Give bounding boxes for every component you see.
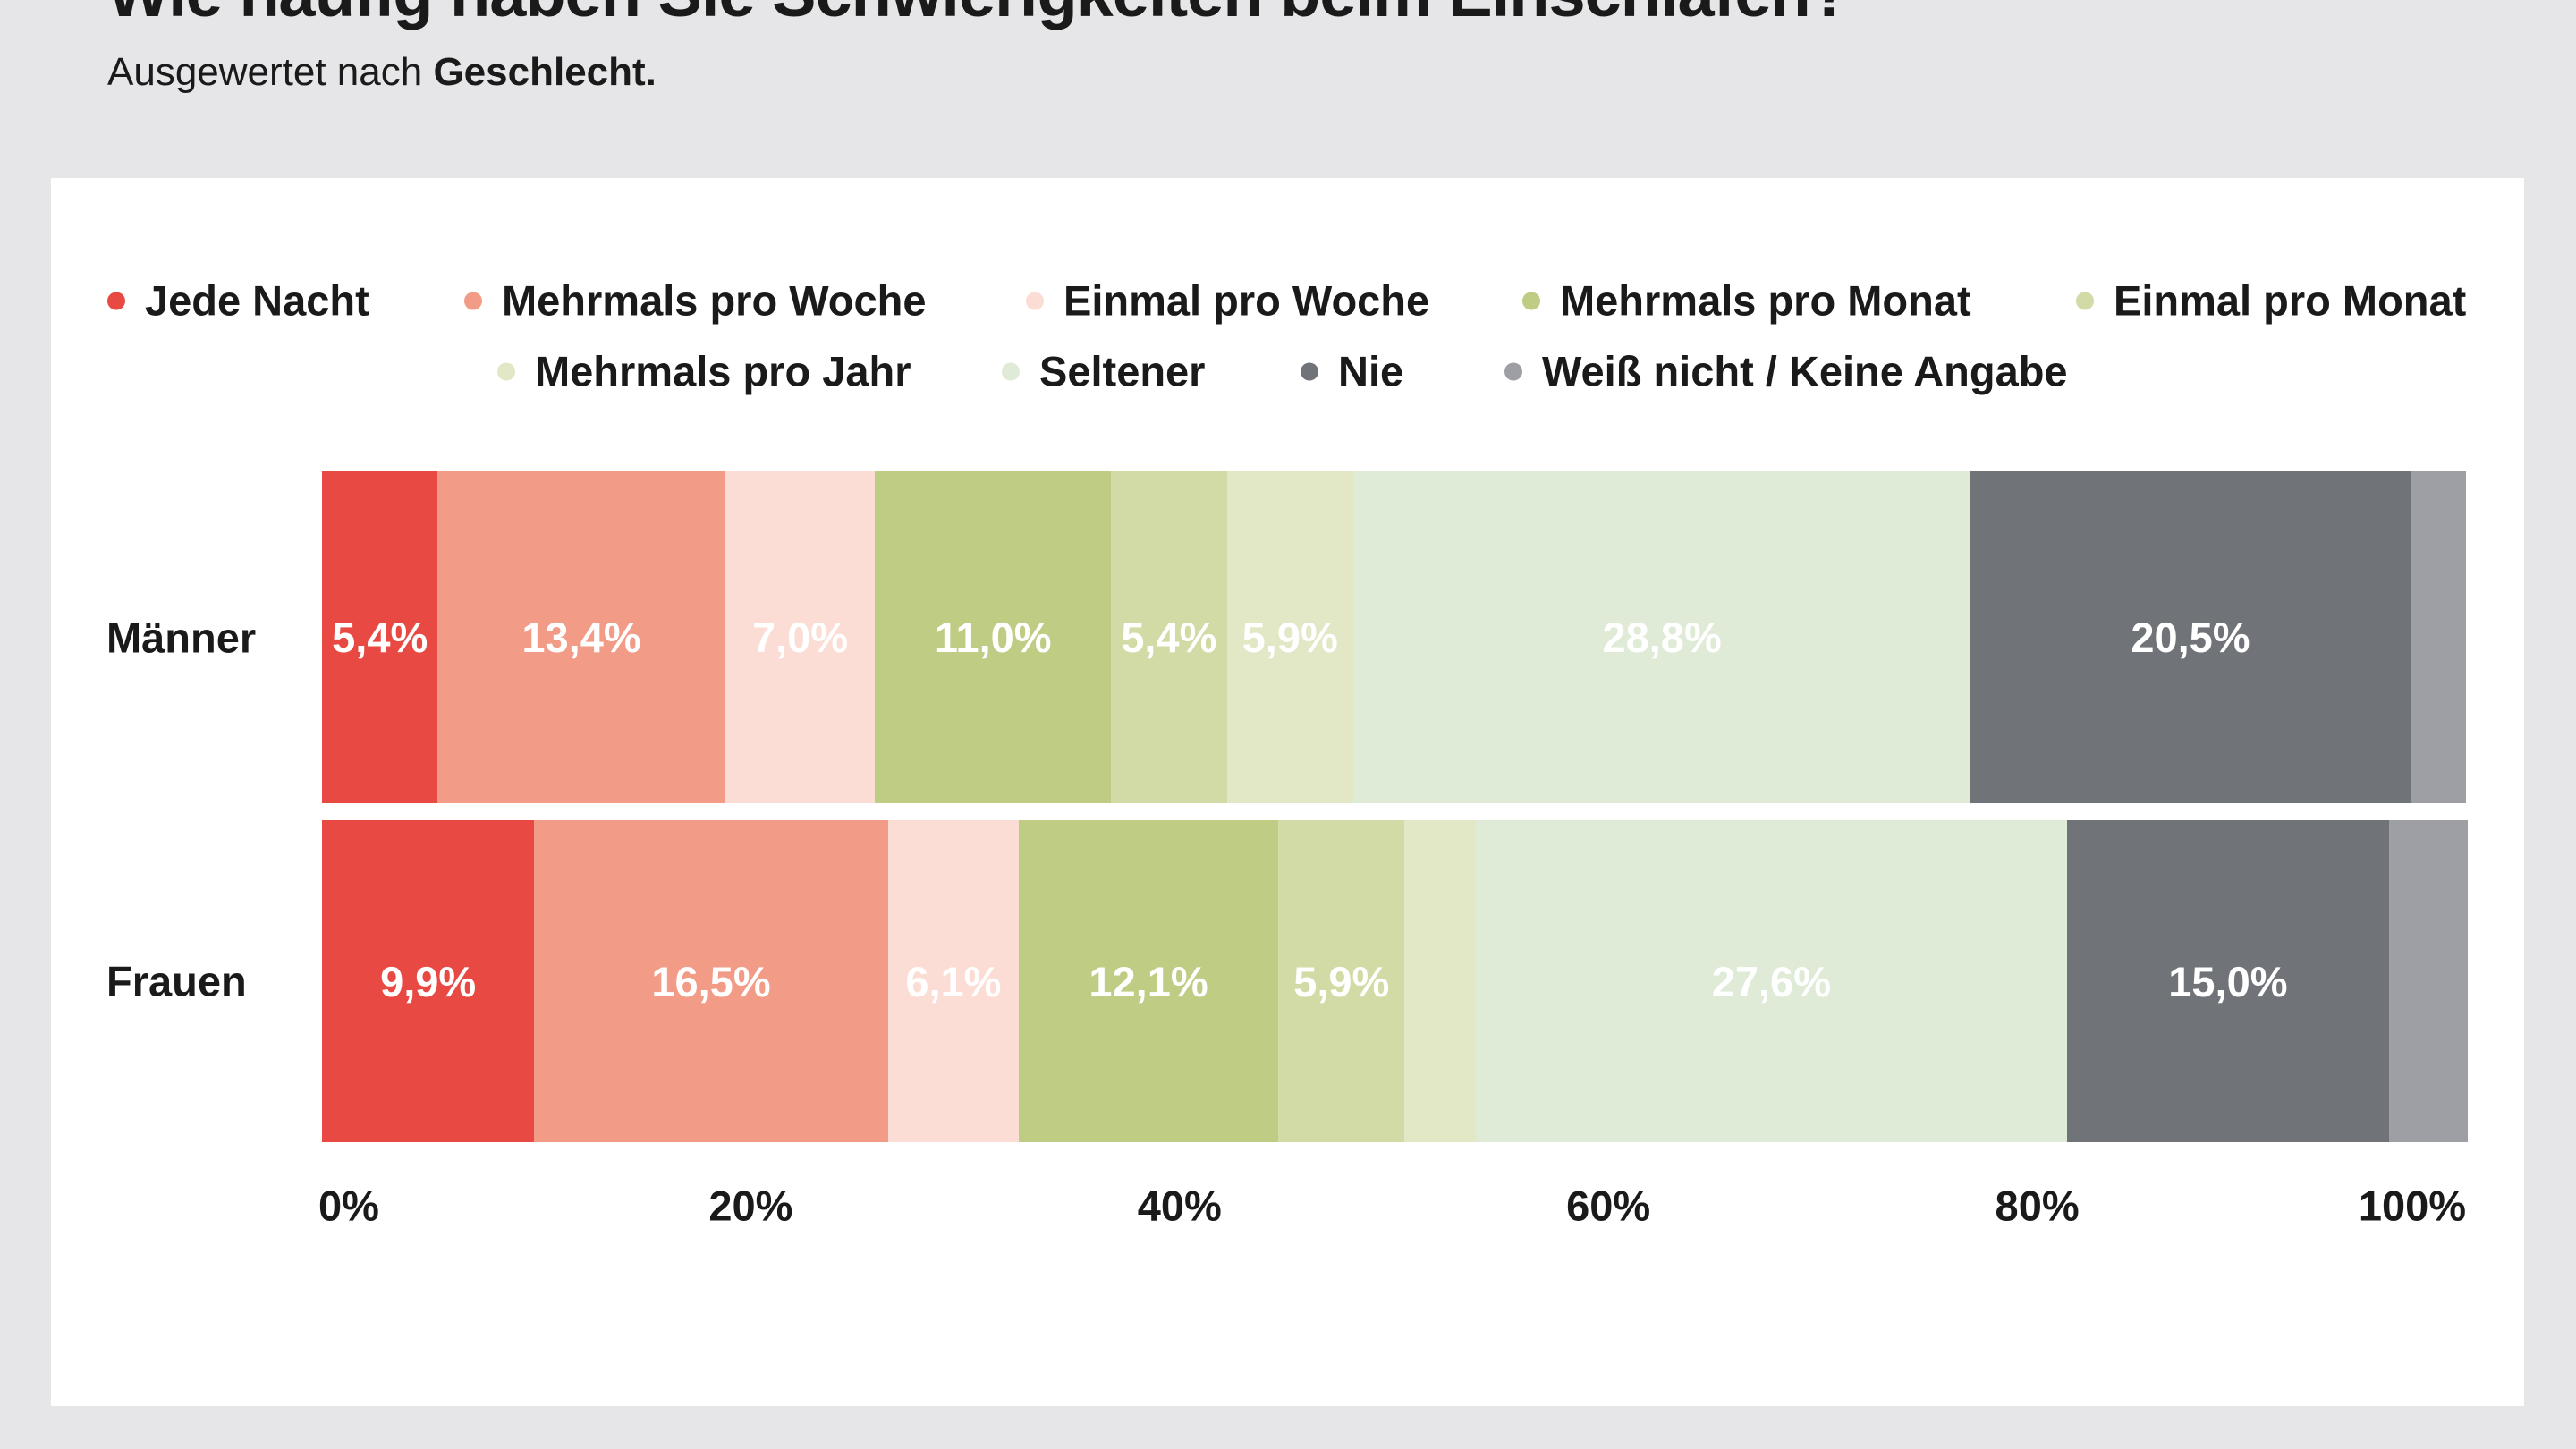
data-label: 5,4% (1121, 614, 1217, 661)
data-label: 16,5% (651, 957, 771, 1005)
subtitle-bold: Geschlecht. (433, 50, 657, 94)
bar-segment: 7,0% (724, 471, 876, 803)
data-label: 5,9% (1293, 957, 1390, 1005)
legend-item: Mehrmals pro Monat (1522, 276, 1971, 326)
bar-segment: 12,1% (1019, 820, 1279, 1142)
bar-segment: 20,5% (1970, 471, 2411, 803)
legend-item: Einmal pro Monat (2076, 276, 2466, 326)
bar-segment: 6,1% (887, 820, 1019, 1142)
bar-segment: 5,4% (322, 471, 438, 803)
bar-segment: 16,5% (534, 820, 888, 1142)
data-label: 9,9% (380, 957, 477, 1005)
category-label: Männer (106, 614, 257, 661)
bar-segment: 11,0% (875, 471, 1112, 803)
data-label: 20,5% (2131, 614, 2250, 661)
legend-item: Weiß nicht / Keine Angabe (1504, 347, 2068, 396)
data-label: 13,4% (521, 614, 641, 661)
legend-item: Jede Nacht (107, 276, 369, 326)
legend-dot-icon (1522, 292, 1540, 309)
legend-dot-icon (107, 292, 125, 309)
legend-label: Mehrmals pro Jahr (535, 347, 911, 395)
category-label: Frauen (106, 957, 247, 1005)
legend-item: Einmal pro Woche (1026, 276, 1429, 326)
legend-item: Nie (1301, 347, 1403, 396)
bar-segment: 5,9% (1278, 820, 1405, 1142)
legend-label: Jede Nacht (145, 276, 369, 325)
bar-segment (2410, 471, 2466, 803)
legend-dot-icon (1026, 292, 1044, 309)
bar-segment (2388, 820, 2469, 1142)
data-label: 5,9% (1241, 614, 1338, 661)
bar-segment: 13,4% (437, 471, 725, 803)
legend-item: Seltener (1002, 347, 1205, 396)
data-label: 11,0% (934, 614, 1052, 661)
bar-segment: 5,9% (1226, 471, 1353, 803)
legend-label: Weiß nicht / Keine Angabe (1542, 347, 2068, 395)
bar-segment: 28,8% (1352, 471, 1971, 803)
legend-label: Mehrmals pro Woche (502, 276, 927, 325)
chart-subtitle: Ausgewertet nach Geschlecht. (107, 50, 657, 95)
legend-dot-icon (1002, 362, 1020, 380)
bar-segment: 15,0% (2067, 820, 2389, 1142)
legend-label: Einmal pro Woche (1063, 276, 1430, 325)
legend-label: Mehrmals pro Monat (1560, 276, 1971, 325)
legend-dot-icon (464, 292, 482, 309)
legend-label: Seltener (1039, 347, 1206, 395)
x-tick-label: 80% (1995, 1182, 2080, 1230)
chart-title: Wie häufig haben Sie Schwierigkeiten bei… (107, 0, 1851, 31)
bar-segment: 27,6% (1475, 820, 2068, 1142)
bar-segment (1404, 820, 1476, 1142)
subtitle-prefix: Ausgewertet nach (107, 50, 423, 94)
x-tick-label: 40% (1137, 1182, 1222, 1230)
data-label: 5,4% (332, 614, 428, 661)
legend-dot-icon (1504, 362, 1522, 380)
x-tick-label: 60% (1566, 1182, 1651, 1230)
legend-label: Nie (1338, 347, 1404, 395)
legend-dot-icon (2076, 292, 2094, 309)
legend-dot-icon (1301, 362, 1318, 380)
bar-segment: 5,4% (1111, 471, 1227, 803)
data-label: 28,8% (1602, 614, 1722, 661)
legend-dot-icon (497, 362, 515, 380)
data-label: 27,6% (1711, 957, 1831, 1005)
data-label: 7,0% (751, 614, 849, 661)
data-label: 15,0% (2168, 957, 2288, 1005)
bar-segment: 9,9% (322, 820, 535, 1142)
data-label: 6,1% (905, 957, 1002, 1005)
legend-label: Einmal pro Monat (2114, 276, 2467, 325)
data-label: 12,1% (1089, 957, 1208, 1005)
legend-item: Mehrmals pro Jahr (497, 347, 911, 396)
legend-item: Mehrmals pro Woche (464, 276, 926, 326)
x-tick-label: 0% (318, 1182, 379, 1230)
x-tick-label: 100% (2358, 1182, 2467, 1230)
x-tick-label: 20% (708, 1182, 793, 1230)
